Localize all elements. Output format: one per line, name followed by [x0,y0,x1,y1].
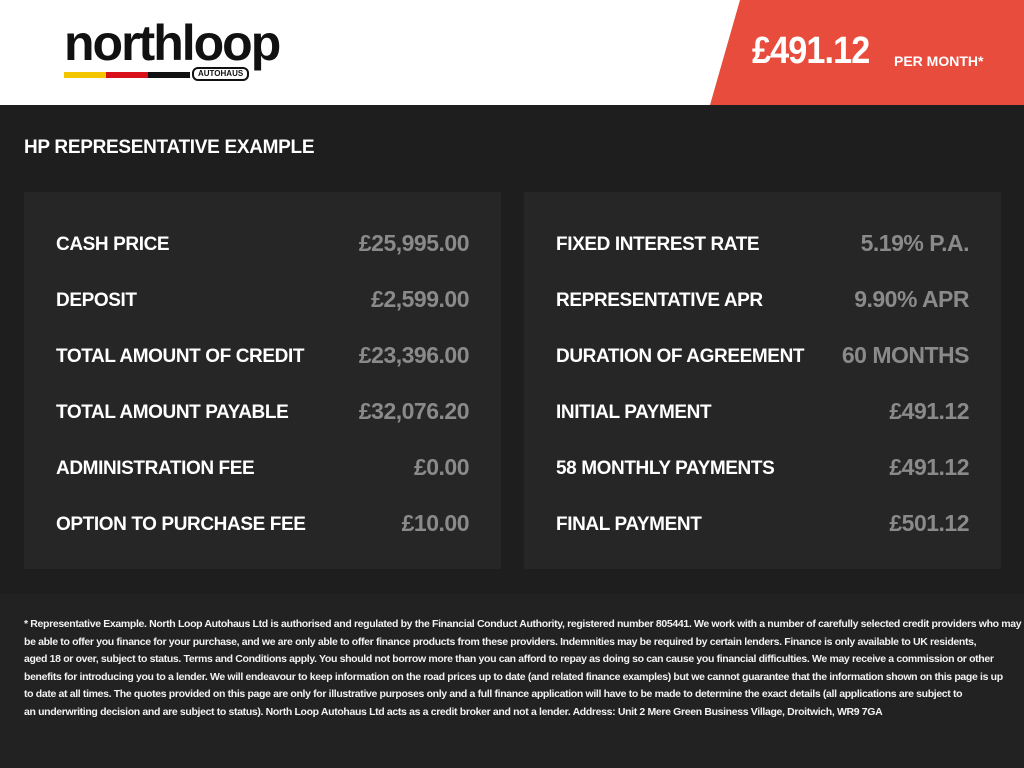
finance-label: CASH PRICE [56,234,170,255]
disclaimer-line: aged 18 or over, subject to status. Term… [24,653,994,665]
northloop-logo[interactable]: northloop AUTOHAUS [64,15,284,84]
disclaimer-line: benefits for introducing you to a lender… [24,670,1003,683]
finance-label: DEPOSIT [56,290,137,311]
finance-value: £0.00 [413,454,470,480]
finance-label: INITIAL PAYMENT [556,402,712,423]
finance-value: £2,599.00 [371,286,469,312]
finance-label: FINAL PAYMENT [556,514,702,535]
logo-stripe-red [106,72,148,78]
finance-label: FIXED INTEREST RATE [556,234,760,255]
disclaimer-line: * Representative Example. North Loop Aut… [24,618,1022,630]
logo-subtitle: AUTOHAUS [192,67,250,81]
finance-row: DEPOSIT £2,599.00 [56,284,469,314]
finance-value: £25,995.00 [358,230,470,256]
logo-stripe-yellow [64,72,106,78]
disclaimer-line: be able to offer you finance for your pu… [24,635,977,648]
monthly-price-banner: £491.12 PER MONTH* [710,0,1024,105]
finance-panel-left: CASH PRICE £25,995.00 DEPOSIT £2,599.00 TOTA… [24,192,501,569]
finance-label: DURATION OF AGREEMENT [556,346,805,367]
finance-value: 9.90% APR [854,286,969,312]
finance-row: 58 MONTHLY PAYMENTS £491.12 [556,452,969,482]
finance-label: TOTAL AMOUNT OF CREDIT [56,346,305,367]
finance-value: £491.12 [889,398,969,424]
logo-wordmark: northloop [64,15,281,71]
disclaimer-line: an underwriting decision and are subject… [24,705,883,718]
finance-value: 5.19% P.A. [860,230,970,256]
finance-value: £32,076.20 [358,398,470,424]
finance-row: REPRESENTATIVE APR 9.90% APR [556,284,969,314]
header: northloop AUTOHAUS £491.12 PER MONTH* [0,0,1024,105]
section-title: HP REPRESENTATIVE EXAMPLE [24,137,315,158]
finance-label: 58 MONTHLY PAYMENTS [556,458,775,479]
monthly-price: £491.12 [752,30,870,72]
finance-row: OPTION TO PURCHASE FEE £10.00 [56,508,470,538]
footer [0,594,1024,768]
finance-label: ADMINISTRATION FEE [56,458,255,479]
finance-label: REPRESENTATIVE APR [556,290,763,311]
finance-row: FIXED INTEREST RATE 5.19% P.A. [556,228,970,258]
disclaimer: * Representative Example. North Loop Aut… [24,616,1022,721]
finance-row: TOTAL AMOUNT PAYABLE £32,076.20 [56,396,470,426]
finance-value: £491.12 [889,454,969,480]
finance-row: DURATION OF AGREEMENT 60 MONTHS [556,340,970,370]
per-month-label: PER MONTH* [894,53,984,69]
finance-row: TOTAL AMOUNT OF CREDIT £23,396.00 [56,340,470,370]
disclaimer-line: to date at all times. The quotes provide… [24,688,963,700]
finance-label: TOTAL AMOUNT PAYABLE [56,402,289,423]
finance-panel-right: FIXED INTEREST RATE 5.19% P.A. REPRESENTAT… [524,192,1001,569]
finance-row: ADMINISTRATION FEE £0.00 [56,452,470,482]
finance-label: OPTION TO PURCHASE FEE [56,514,306,535]
finance-value: £501.12 [889,510,969,536]
finance-row: FINAL PAYMENT £501.12 [556,508,969,538]
finance-value: £10.00 [401,510,470,536]
finance-row: CASH PRICE £25,995.00 [56,228,470,258]
finance-value: £23,396.00 [358,342,470,368]
finance-row: INITIAL PAYMENT £491.12 [556,396,969,426]
finance-value: 60 MONTHS [841,342,970,368]
logo-stripe-black [148,72,190,78]
